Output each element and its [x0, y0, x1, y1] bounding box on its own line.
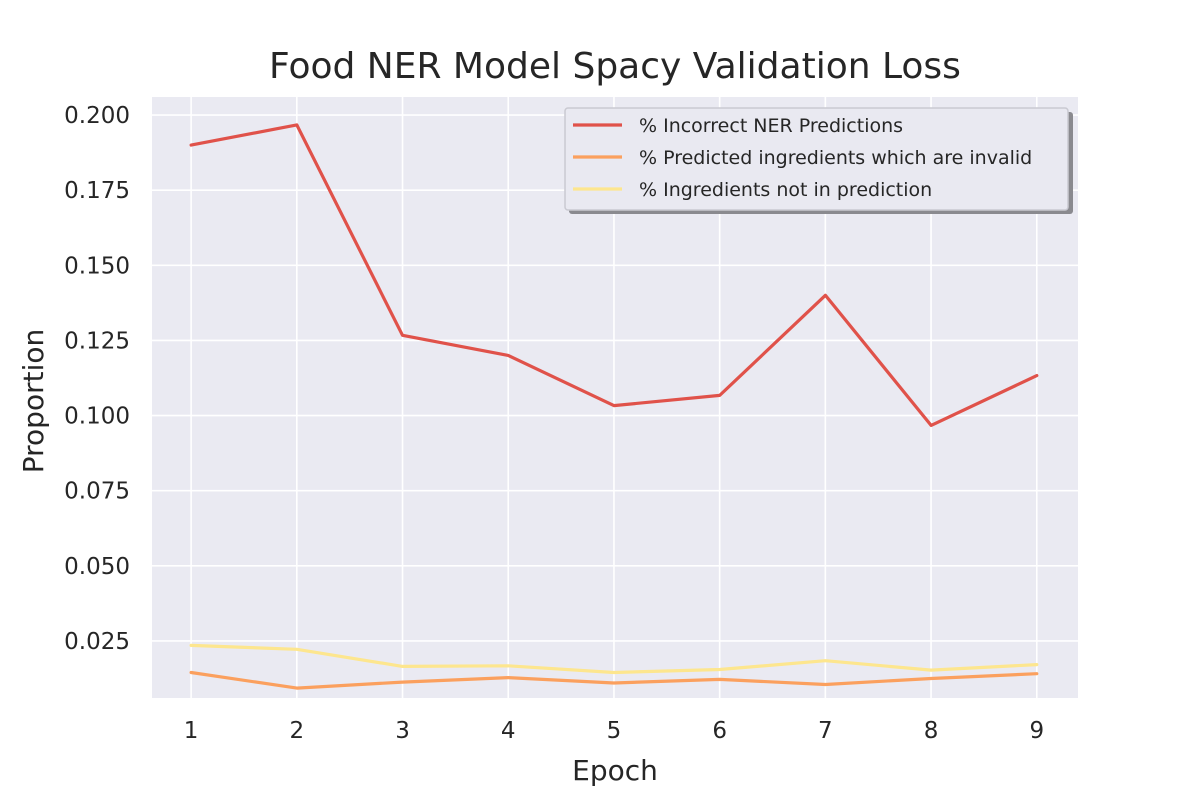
- x-tick-label: 1: [184, 718, 199, 744]
- y-tick-label: 0.075: [64, 479, 130, 505]
- legend-label: % Incorrect NER Predictions: [639, 115, 903, 137]
- x-tick-label: 7: [818, 718, 833, 744]
- tick-labels: 1 2 3 4 5 6 7 8 9 0.025 0.050 0.075 0.100 0.125 0.150 0…: [64, 103, 1044, 744]
- x-tick-label: 9: [1029, 718, 1044, 744]
- x-tick-label: 6: [712, 718, 727, 744]
- series-line-2: [189, 670, 1039, 690]
- series-line-3: [189, 643, 1039, 675]
- x-tick-label: 4: [501, 718, 516, 744]
- y-tick-label: 0.100: [64, 404, 130, 430]
- y-tick-label: 0.150: [64, 253, 130, 279]
- x-tick-label: 8: [924, 718, 939, 744]
- legend-box: [564, 107, 1069, 211]
- x-tick-label: 5: [607, 718, 622, 744]
- y-tick-label: 0.125: [64, 328, 130, 354]
- y-tick-label: 0.025: [64, 629, 130, 655]
- series-line-1: [189, 123, 1039, 427]
- legend: % Incorrect NER Predictions % Predicted i…: [564, 107, 1073, 214]
- legend-label: % Ingredients not in prediction: [639, 179, 932, 201]
- series-lines: [189, 123, 1039, 690]
- y-axis-title: Proportion: [17, 329, 50, 473]
- y-tick-label: 0.175: [64, 178, 130, 204]
- legend-label: % Predicted ingredients which are invali…: [639, 147, 1032, 169]
- x-axis-title: Epoch: [572, 754, 658, 787]
- x-tick-label: 3: [395, 718, 410, 744]
- x-tick-label: 2: [289, 718, 304, 744]
- chart-title: Food NER Model Spacy Validation Loss: [269, 46, 961, 87]
- y-tick-label: 0.050: [64, 554, 130, 580]
- y-tick-label: 0.200: [64, 103, 130, 129]
